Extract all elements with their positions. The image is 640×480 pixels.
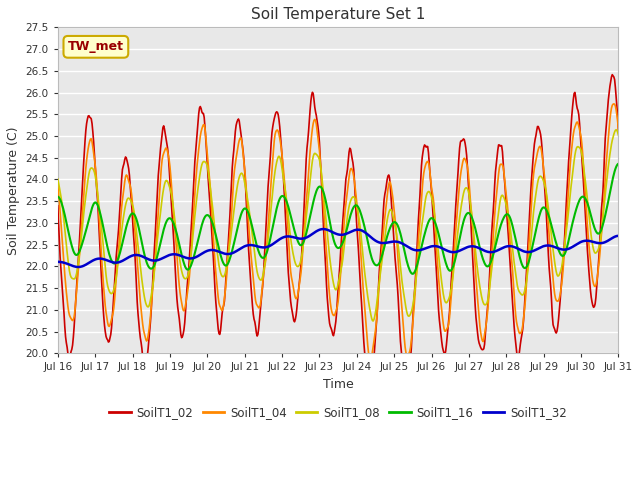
X-axis label: Time: Time — [323, 378, 353, 391]
SoilT1_02 — [609, 72, 616, 78]
SoilT1_32 — [331, 230, 339, 236]
SoilT1_32 — [319, 226, 327, 232]
SoilT1_08 — [369, 318, 377, 324]
SoilT1_04 — [330, 312, 337, 318]
SoilT1_04 — [610, 101, 618, 107]
SoilT1_16 — [564, 241, 572, 247]
SoilT1_16 — [330, 236, 337, 242]
SoilT1_32 — [202, 249, 209, 254]
SoilT1_32 — [54, 259, 61, 264]
SoilT1_04 — [177, 295, 185, 301]
SoilT1_02 — [564, 171, 572, 177]
SoilT1_08 — [201, 159, 209, 165]
SoilT1_16 — [54, 194, 61, 200]
SoilT1_16 — [201, 214, 209, 220]
SoilT1_04 — [564, 195, 572, 201]
Legend: SoilT1_02, SoilT1_04, SoilT1_08, SoilT1_16, SoilT1_32: SoilT1_02, SoilT1_04, SoilT1_08, SoilT1_… — [105, 402, 572, 424]
SoilT1_08 — [177, 264, 185, 270]
SoilT1_02 — [440, 350, 448, 356]
Line: SoilT1_04: SoilT1_04 — [58, 104, 618, 360]
SoilT1_08 — [612, 127, 620, 132]
SoilT1_08 — [564, 215, 572, 221]
SoilT1_04 — [54, 183, 61, 189]
SoilT1_08 — [614, 132, 622, 138]
SoilT1_32 — [178, 253, 186, 259]
SoilT1_02 — [367, 381, 374, 387]
SoilT1_02 — [614, 128, 622, 133]
Line: SoilT1_08: SoilT1_08 — [58, 130, 618, 321]
SoilT1_02 — [201, 124, 209, 130]
Title: Soil Temperature Set 1: Soil Temperature Set 1 — [251, 7, 426, 22]
SoilT1_08 — [440, 295, 448, 301]
SoilT1_08 — [54, 176, 61, 182]
Line: SoilT1_32: SoilT1_32 — [58, 229, 618, 267]
Y-axis label: Soil Temperature (C): Soil Temperature (C) — [7, 126, 20, 254]
Line: SoilT1_02: SoilT1_02 — [58, 75, 618, 384]
SoilT1_32 — [441, 247, 449, 252]
SoilT1_08 — [330, 280, 337, 286]
SoilT1_16 — [177, 249, 185, 254]
SoilT1_08 — [385, 210, 392, 216]
SoilT1_16 — [614, 161, 622, 167]
SoilT1_02 — [54, 203, 61, 209]
SoilT1_04 — [614, 127, 622, 132]
Text: TW_met: TW_met — [68, 40, 124, 53]
SoilT1_32 — [74, 264, 82, 270]
SoilT1_04 — [385, 181, 392, 187]
SoilT1_16 — [384, 231, 392, 237]
SoilT1_04 — [440, 326, 448, 332]
SoilT1_04 — [367, 357, 374, 363]
SoilT1_02 — [385, 172, 392, 178]
SoilT1_04 — [201, 126, 209, 132]
SoilT1_16 — [409, 271, 417, 276]
SoilT1_02 — [330, 333, 337, 338]
Line: SoilT1_16: SoilT1_16 — [58, 164, 618, 274]
SoilT1_02 — [177, 332, 185, 337]
SoilT1_16 — [440, 253, 448, 259]
SoilT1_32 — [565, 246, 573, 252]
SoilT1_32 — [614, 233, 622, 239]
SoilT1_32 — [386, 240, 394, 245]
